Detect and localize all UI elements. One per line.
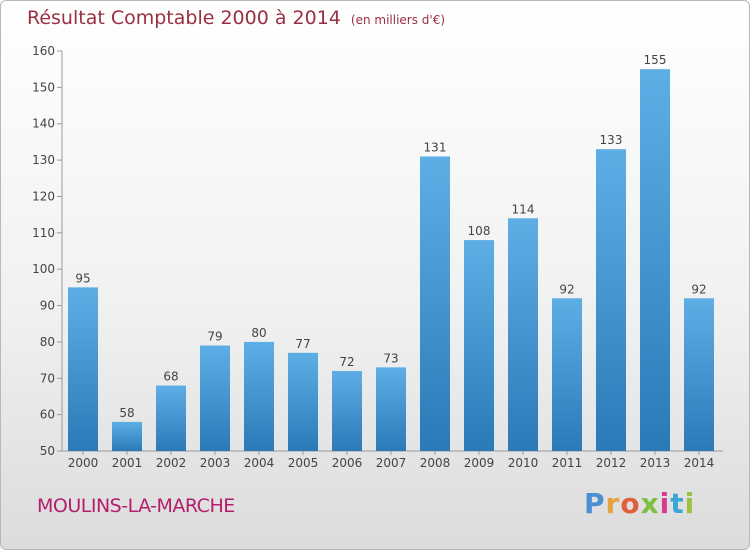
y-tick-label: 70	[40, 371, 55, 385]
x-tick-label: 2004	[244, 456, 275, 470]
chart-title-text: Résultat Comptable 2000 à 2014	[27, 7, 341, 29]
bar-2000	[68, 287, 98, 451]
data-label: 72	[339, 355, 354, 369]
y-tick-label: 50	[40, 444, 55, 458]
x-tick-label: 2007	[376, 456, 407, 470]
data-label: 108	[468, 224, 491, 238]
x-tick-label: 2005	[288, 456, 319, 470]
chart-data-labels: 95 58 68 79 80 77 72 73 131 108 114 92 133 155 92	[75, 53, 706, 420]
x-tick-label: 2008	[420, 456, 451, 470]
bar-2005	[288, 352, 318, 451]
proxiti-logo: Proxiti	[584, 487, 696, 520]
x-tick-label: 2011	[552, 456, 583, 470]
data-label: 68	[163, 370, 178, 384]
x-tick-label: 2009	[464, 456, 495, 470]
bar-2003	[200, 345, 230, 451]
y-tick-label: 60	[40, 408, 55, 422]
x-tick-label: 2000	[68, 456, 99, 470]
x-tick-label: 2012	[596, 456, 627, 470]
chart-title: Résultat Comptable 2000 à 2014 (en millie…	[27, 7, 445, 29]
y-tick-label: 90	[40, 299, 55, 313]
data-label: 77	[295, 337, 310, 351]
data-label: 95	[75, 271, 90, 285]
bar-2006	[332, 371, 362, 451]
x-tick-label: 2003	[200, 456, 231, 470]
x-tick-label: 2001	[112, 456, 143, 470]
data-label: 80	[251, 326, 266, 340]
data-label: 73	[383, 351, 398, 365]
data-label: 133	[600, 133, 623, 147]
bar-2011	[552, 298, 582, 451]
y-tick-label: 130	[32, 153, 55, 167]
data-label: 79	[207, 330, 222, 344]
commune-name: MOULINS-LA-MARCHE	[37, 495, 235, 517]
bar-2001	[112, 421, 142, 451]
data-label: 58	[119, 406, 134, 420]
data-label: 92	[691, 282, 706, 296]
x-tick-label: 2002	[156, 456, 187, 470]
x-tick-label: 2006	[332, 456, 363, 470]
y-tick-label: 140	[32, 117, 55, 131]
chart-bars	[68, 69, 714, 452]
bar-2009	[464, 240, 494, 451]
y-tick-label: 120	[32, 189, 55, 203]
bar-2008	[420, 156, 450, 452]
bar-2004	[244, 341, 274, 451]
chart-unit-text: (en milliers d'€)	[350, 13, 446, 27]
bar-2010	[508, 218, 538, 451]
y-tick-label: 100	[32, 262, 55, 276]
bar-2007	[376, 367, 406, 451]
bar-2012	[596, 149, 626, 451]
y-tick-label: 150	[32, 80, 55, 94]
x-tick-label: 2014	[684, 456, 715, 470]
data-label: 131	[424, 140, 447, 154]
y-tick-label: 110	[32, 226, 55, 240]
x-tick-label: 2010	[508, 456, 539, 470]
y-tick-label: 80	[40, 335, 55, 349]
bar-2014	[684, 298, 714, 451]
x-tick-label: 2013	[640, 456, 671, 470]
data-label: 114	[512, 202, 535, 216]
data-label: 92	[559, 282, 574, 296]
data-label: 155	[644, 53, 667, 67]
bar-2002	[156, 385, 186, 451]
y-tick-label: 160	[32, 44, 55, 58]
bar-2013	[640, 69, 670, 451]
